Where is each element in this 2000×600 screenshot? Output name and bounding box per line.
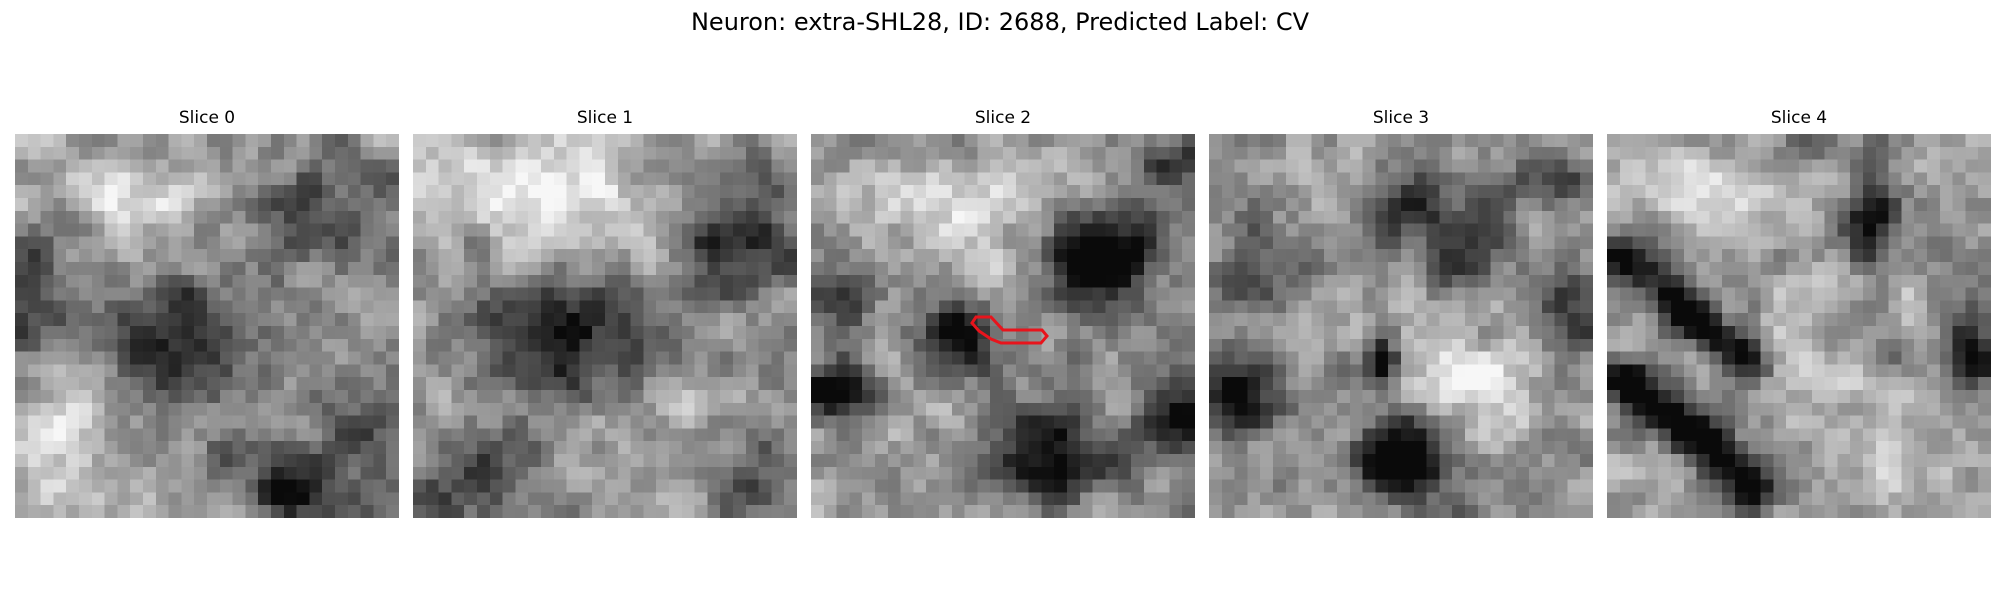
slice-4-image	[1607, 134, 1991, 518]
slice-0-title: Slice 0	[178, 108, 236, 128]
slice-1-image	[413, 134, 797, 518]
slice-4-title: Slice 4	[1770, 108, 1828, 128]
slice-2-title: Slice 2	[974, 108, 1032, 128]
slice-2-panel: Slice 2	[811, 106, 1195, 530]
slice-3-title: Slice 3	[1372, 108, 1430, 128]
slice-4-panel: Slice 4	[1607, 106, 1991, 530]
slice-3-panel: Slice 3	[1209, 106, 1593, 530]
slice-1-title: Slice 1	[576, 108, 634, 128]
slice-3-image	[1209, 134, 1593, 518]
slice-0-panel: Slice 0	[15, 106, 399, 530]
slice-0-image	[15, 134, 399, 518]
slice-1-panel: Slice 1	[413, 106, 797, 530]
slice-2-image	[811, 134, 1195, 518]
figure-title: Neuron: extra-SHL28, ID: 2688, Predicted…	[690, 8, 1310, 36]
